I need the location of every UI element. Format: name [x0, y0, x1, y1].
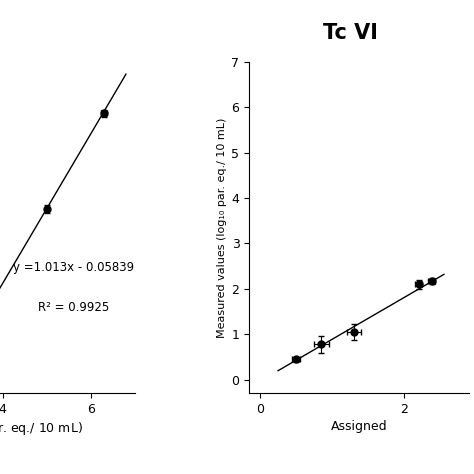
Text: Tc VI: Tc VI: [323, 23, 378, 43]
Text: y =1.013x - 0.05839: y =1.013x - 0.05839: [13, 261, 134, 274]
Text: R² = 0.9925: R² = 0.9925: [37, 301, 109, 314]
X-axis label: $_{10}$ par. eq./ 10 mL): $_{10}$ par. eq./ 10 mL): [0, 420, 83, 438]
Y-axis label: Measured values (log₁₀ par. eq./ 10 mL): Measured values (log₁₀ par. eq./ 10 mL): [217, 118, 228, 337]
X-axis label: Assigned: Assigned: [331, 420, 388, 433]
